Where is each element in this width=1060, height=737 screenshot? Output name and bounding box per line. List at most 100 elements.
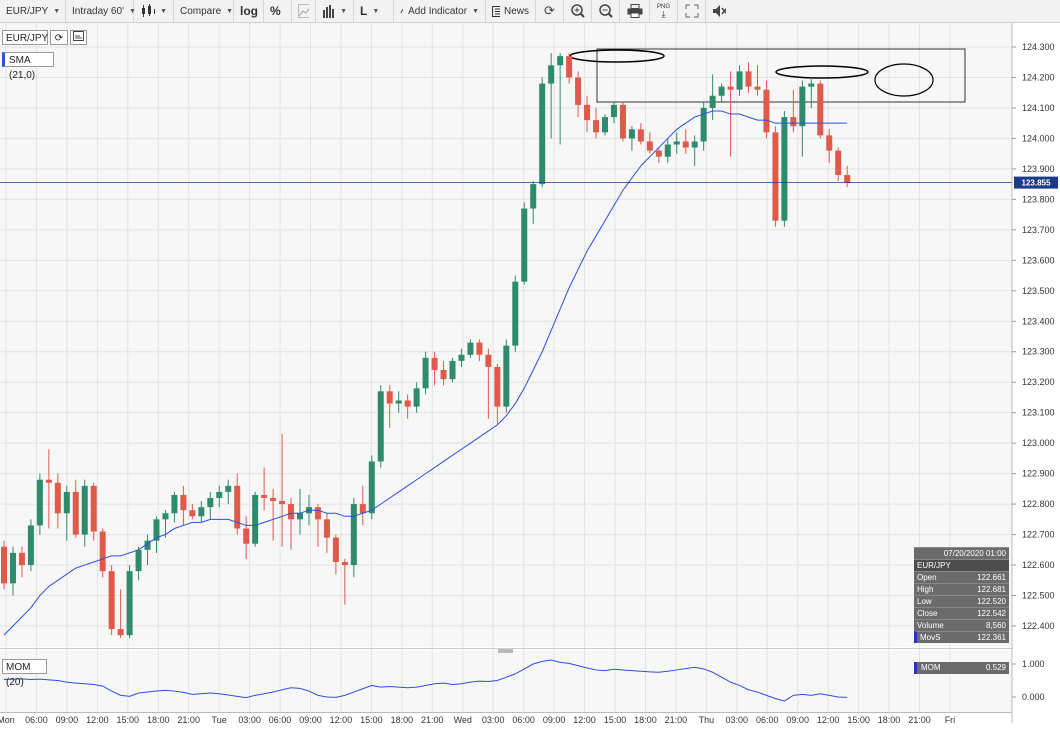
y-tick-label: 123.800 [1022, 194, 1055, 204]
zoom-out-button[interactable] [592, 0, 620, 22]
legend-refresh-button[interactable]: ⟳ [50, 30, 68, 45]
symbol-selector[interactable]: EUR/JPY ▼ [0, 0, 66, 22]
line-tool-selector[interactable]: L ▼ [354, 0, 394, 22]
y-tick-label: 123.900 [1022, 164, 1055, 174]
trend-icon [298, 4, 309, 18]
legend-sma[interactable]: SMA (21,0) [2, 52, 54, 81]
interval-selector[interactable]: Intraday 60' ▼ [66, 0, 136, 22]
top-ellipse-2 [775, 65, 869, 79]
candle-body [72, 491, 79, 535]
close-label: Close [917, 609, 938, 618]
x-tick-label: 15:00 [360, 715, 383, 725]
current-price-tag: 123.855 [1014, 176, 1058, 189]
legend-mom-label: MOM (20) [6, 662, 31, 688]
fullscreen-button[interactable] [678, 0, 706, 22]
y-tick-label: 124.000 [1022, 133, 1055, 143]
y-tick-label: 123.300 [1022, 347, 1055, 357]
news-button[interactable]: News [486, 0, 536, 22]
x-tick-label: 15:00 [847, 715, 870, 725]
legend-symbol-label: EUR/JPY [6, 33, 49, 44]
candle-body [772, 132, 779, 221]
candle-body [377, 391, 384, 462]
mute-button[interactable] [706, 0, 732, 22]
pane-resize-handle[interactable] [498, 649, 513, 653]
legend-mom[interactable]: MOM (20) [2, 659, 47, 688]
candle-body [655, 150, 662, 157]
mom-y-tick-label: 1.000 [1022, 659, 1045, 669]
candle-body [476, 342, 483, 355]
add-indicator-label: Add Indicator [408, 5, 468, 17]
data-window-datetime: 07/20/2020 01:00 [914, 547, 1009, 559]
candle-body [503, 345, 510, 407]
chevron-down-icon: ▼ [53, 7, 61, 15]
candle-body [108, 571, 115, 630]
candle-body [252, 494, 259, 544]
download-icon: ⤓ [661, 9, 666, 19]
x-tick-label: 03:00 [238, 715, 261, 725]
chart-area[interactable]: 124.300 124.200 124.100 124.000 123.900 123.8… [0, 23, 1060, 737]
momentum-axis: 1.000 0.000 [1012, 659, 1045, 702]
add-indicator-button[interactable]: Add Indicator ▼ [394, 0, 486, 22]
fullscreen-icon [685, 4, 698, 18]
candle-body [323, 519, 330, 538]
legend-settings-button[interactable] [70, 30, 87, 45]
data-row-high: High 122.681 [914, 583, 1009, 595]
candle-body [9, 552, 16, 584]
y-tick-label: 123.000 [1022, 438, 1055, 448]
printer-icon [627, 4, 642, 18]
candle-body [395, 400, 402, 404]
x-tick-label: 12:00 [330, 715, 353, 725]
candle-body [440, 370, 447, 380]
candle-body [279, 501, 286, 505]
png-export-button[interactable]: PNG ⤓ [650, 0, 678, 22]
sma-line [3, 110, 848, 636]
candle-body [539, 83, 546, 185]
candle-body [754, 86, 761, 90]
candle-body [225, 485, 232, 492]
volume-button[interactable]: ▼ [316, 0, 354, 22]
candle-body [171, 494, 178, 514]
percent-scale-button[interactable]: % [264, 0, 292, 22]
candle-body [81, 485, 88, 535]
refresh-button[interactable]: ⟳ [536, 0, 564, 22]
candle-body [27, 525, 34, 566]
candle-body [718, 86, 725, 96]
print-button[interactable] [620, 0, 650, 22]
compare-button[interactable]: Compare ▼ [174, 0, 234, 22]
candle-body [628, 129, 635, 139]
zoom-out-icon [598, 4, 613, 18]
data-row-volume: Volume 8,560 [914, 619, 1009, 631]
speaker-mute-icon [713, 5, 726, 17]
zoom-in-icon [570, 4, 585, 18]
candle-body [180, 494, 187, 511]
candle-body [1, 546, 7, 584]
candle-body [646, 141, 653, 151]
x-tick-label: 18:00 [878, 715, 901, 725]
candle-body [288, 504, 295, 520]
low-label: Low [917, 597, 932, 606]
candle-body [494, 366, 501, 407]
candle-body [691, 141, 698, 148]
x-tick-label: 06:00 [269, 715, 292, 725]
candle-body [36, 479, 43, 526]
top-ellipse-3 [874, 63, 934, 97]
zoom-in-button[interactable] [564, 0, 592, 22]
chart-type-selector[interactable]: ▼ [134, 0, 174, 22]
x-tick-label: Wed [454, 715, 472, 725]
x-tick-label: 06:00 [512, 715, 535, 725]
candle-body [799, 86, 806, 127]
candle-body [413, 388, 420, 407]
price-plot-background [0, 23, 1012, 647]
candle-body [261, 494, 268, 499]
log-scale-button[interactable]: log [234, 0, 264, 22]
draw-tool-button[interactable] [292, 0, 316, 22]
data-window-symbol: EUR/JPY [914, 559, 1009, 571]
x-tick-label: 15:00 [117, 715, 140, 725]
toolbar: EUR/JPY ▼ Intraday 60' ▼ ▼ Compare ▼ log % … [0, 0, 1060, 23]
high-value: 122.681 [977, 585, 1006, 594]
candle-body [709, 95, 716, 108]
candle-body [144, 540, 151, 550]
candle-body [601, 117, 608, 133]
candle-body [350, 504, 357, 566]
legend-symbol[interactable]: EUR/JPY [2, 30, 48, 45]
